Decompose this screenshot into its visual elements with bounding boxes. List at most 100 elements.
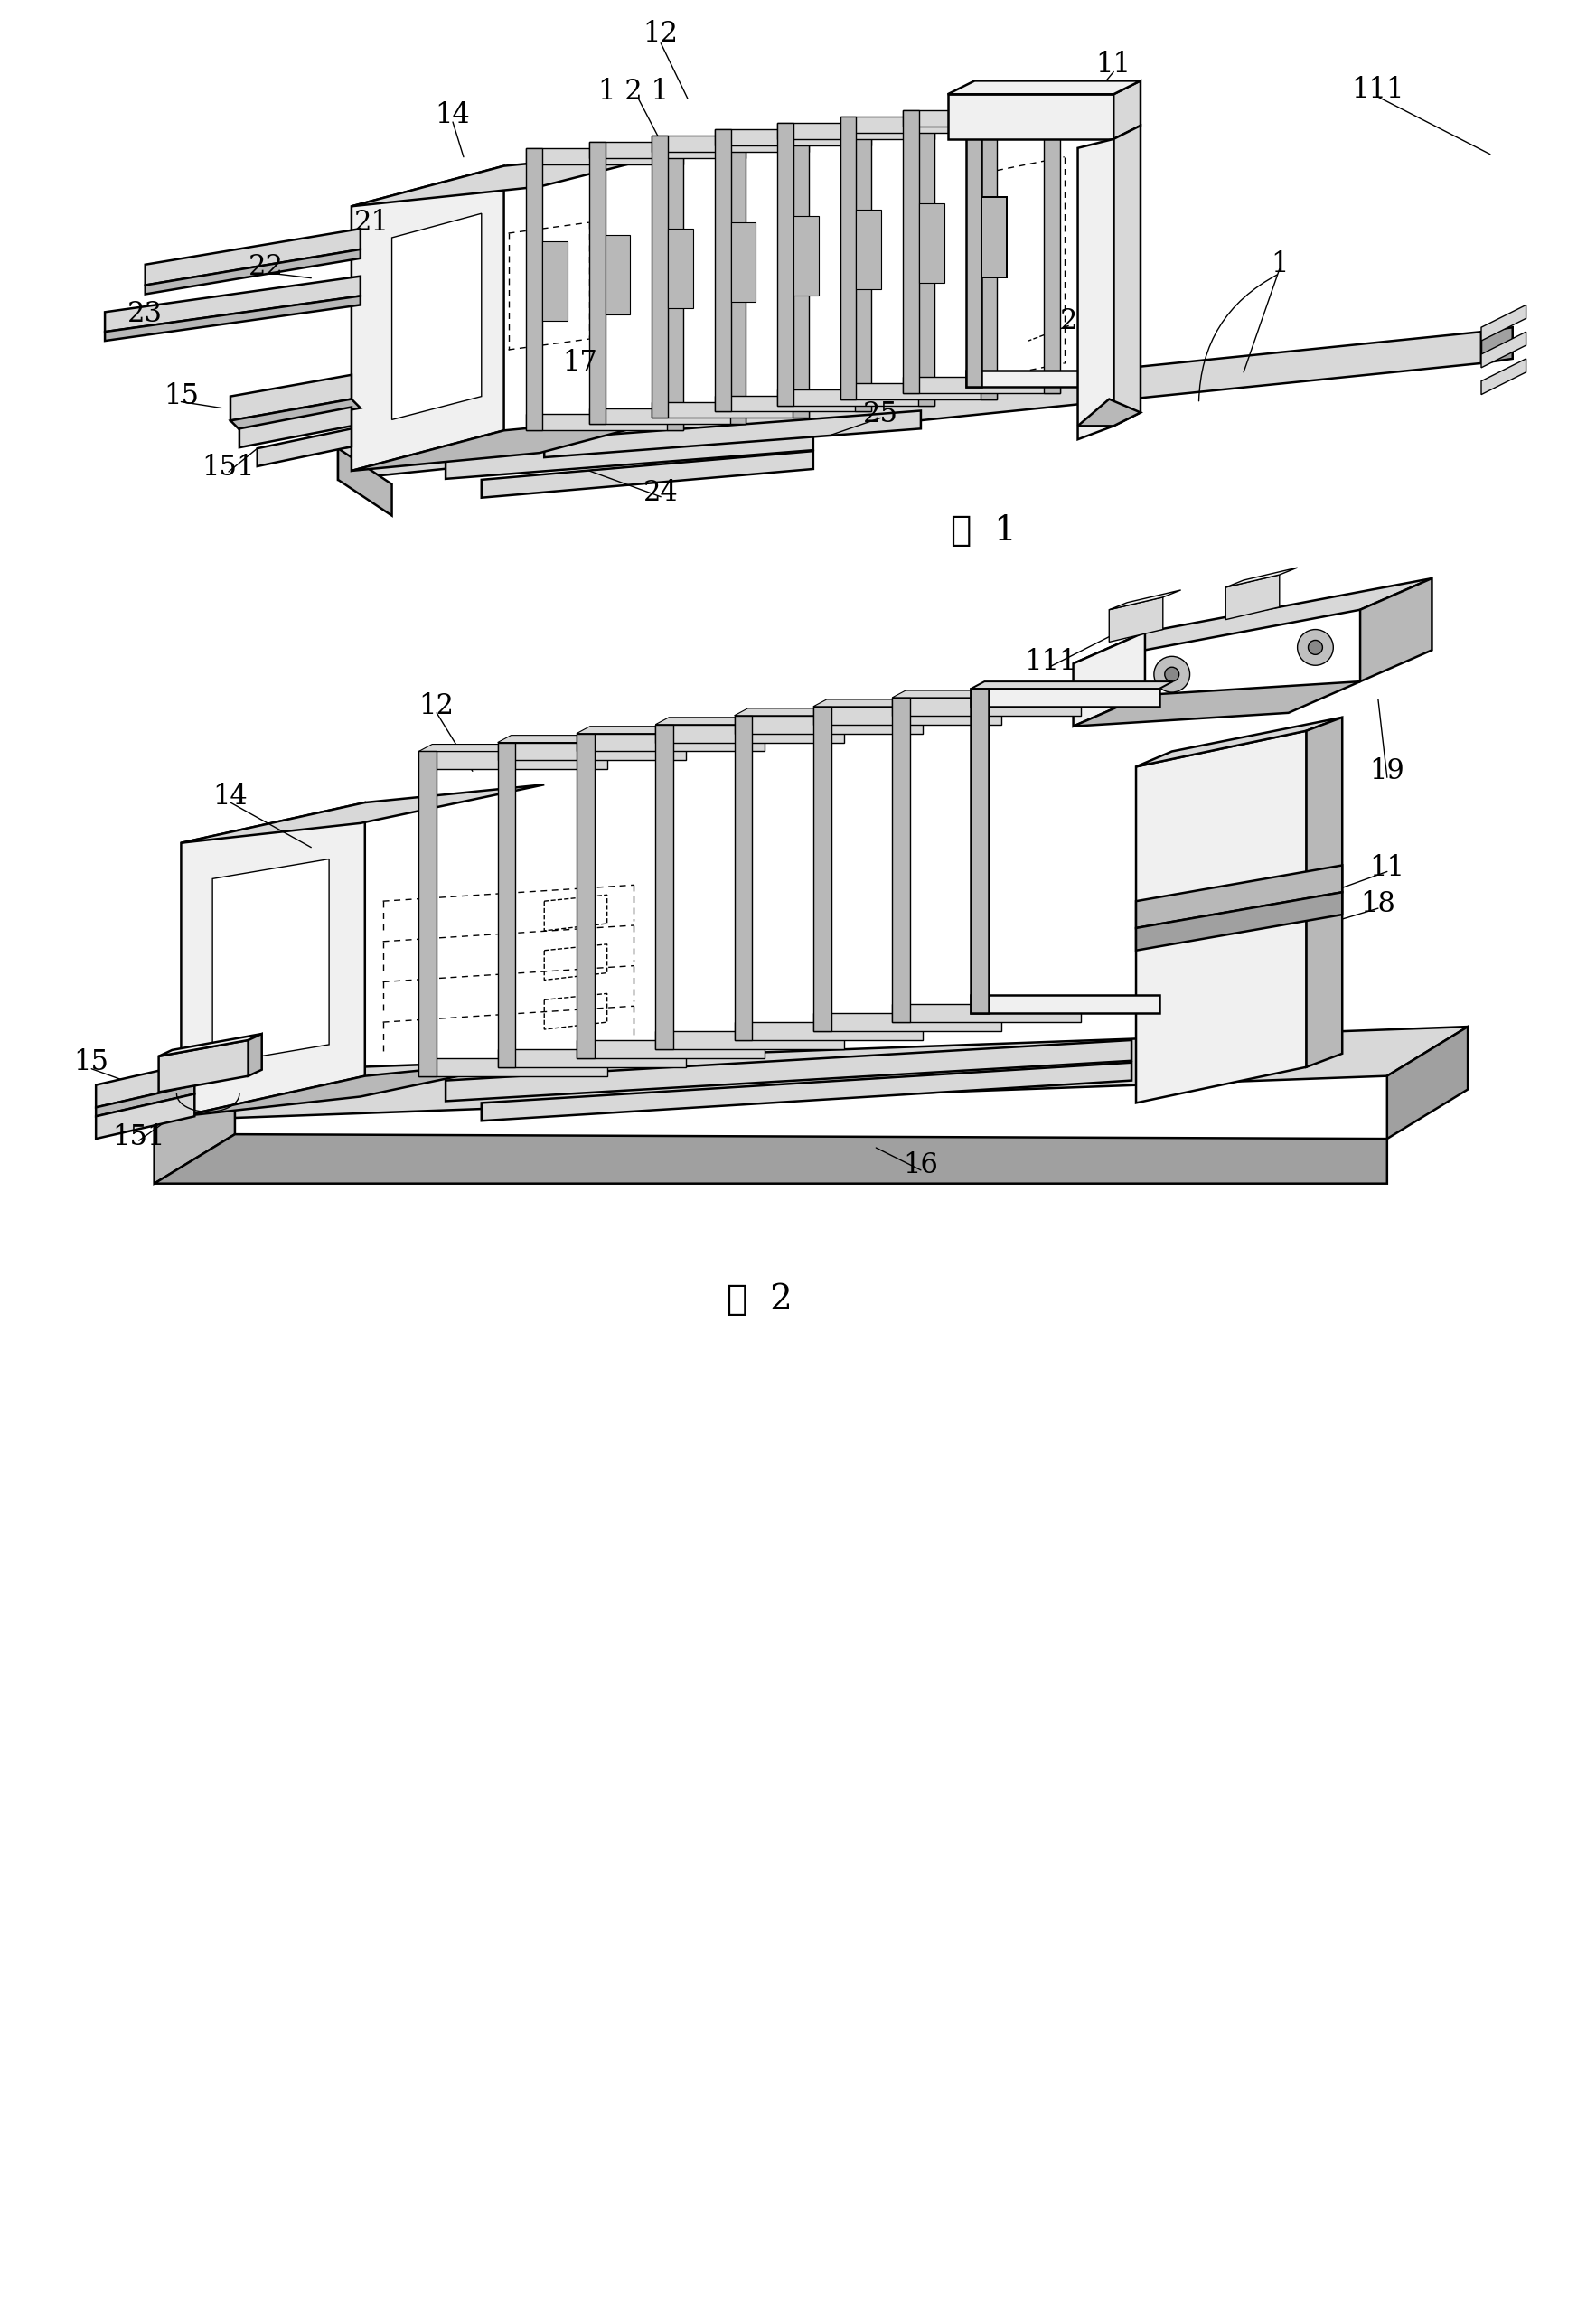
Polygon shape bbox=[734, 708, 937, 715]
Polygon shape bbox=[667, 147, 683, 430]
Polygon shape bbox=[418, 752, 437, 1076]
Polygon shape bbox=[966, 370, 1122, 386]
Polygon shape bbox=[966, 103, 1122, 120]
Polygon shape bbox=[715, 129, 731, 412]
Polygon shape bbox=[1136, 892, 1342, 949]
Polygon shape bbox=[892, 697, 1080, 715]
Polygon shape bbox=[970, 690, 1159, 706]
Polygon shape bbox=[1136, 717, 1342, 766]
Polygon shape bbox=[180, 802, 365, 1117]
Text: 12: 12 bbox=[643, 21, 678, 48]
Polygon shape bbox=[1073, 632, 1144, 726]
Polygon shape bbox=[1136, 864, 1342, 929]
Polygon shape bbox=[418, 1058, 606, 1076]
Polygon shape bbox=[155, 1071, 235, 1184]
Polygon shape bbox=[257, 428, 351, 467]
Polygon shape bbox=[1481, 306, 1526, 340]
Polygon shape bbox=[239, 407, 351, 448]
Polygon shape bbox=[576, 733, 594, 1058]
Polygon shape bbox=[576, 1039, 764, 1058]
Polygon shape bbox=[1481, 359, 1526, 395]
Circle shape bbox=[1298, 630, 1333, 664]
Polygon shape bbox=[155, 1133, 1387, 1184]
Polygon shape bbox=[482, 451, 814, 497]
Polygon shape bbox=[814, 1014, 1002, 1032]
Polygon shape bbox=[669, 230, 693, 308]
Polygon shape bbox=[656, 724, 674, 1048]
Polygon shape bbox=[734, 715, 922, 733]
Polygon shape bbox=[729, 143, 745, 423]
Polygon shape bbox=[96, 1062, 195, 1108]
Circle shape bbox=[1154, 658, 1191, 692]
Text: 111: 111 bbox=[1025, 648, 1077, 676]
Polygon shape bbox=[445, 1039, 1132, 1101]
Polygon shape bbox=[351, 147, 693, 207]
Polygon shape bbox=[230, 400, 361, 430]
Polygon shape bbox=[651, 136, 669, 418]
Polygon shape bbox=[180, 784, 544, 844]
Polygon shape bbox=[966, 103, 982, 386]
Polygon shape bbox=[970, 995, 1159, 1014]
Polygon shape bbox=[96, 1094, 195, 1138]
Polygon shape bbox=[814, 706, 1002, 724]
Polygon shape bbox=[948, 80, 1141, 94]
Polygon shape bbox=[715, 395, 871, 412]
Polygon shape bbox=[1114, 126, 1141, 425]
Polygon shape bbox=[1106, 103, 1122, 386]
Polygon shape bbox=[576, 733, 764, 752]
Polygon shape bbox=[605, 234, 630, 315]
Polygon shape bbox=[1481, 326, 1513, 363]
Polygon shape bbox=[1077, 138, 1114, 439]
Polygon shape bbox=[158, 1039, 249, 1092]
Polygon shape bbox=[145, 248, 361, 294]
Polygon shape bbox=[1226, 568, 1298, 586]
Polygon shape bbox=[892, 697, 910, 1023]
Text: 1: 1 bbox=[1270, 251, 1288, 278]
Text: 23: 23 bbox=[128, 299, 163, 329]
Polygon shape bbox=[855, 129, 871, 412]
Polygon shape bbox=[1077, 400, 1141, 425]
Polygon shape bbox=[731, 223, 757, 301]
Polygon shape bbox=[777, 122, 793, 405]
Polygon shape bbox=[903, 377, 1060, 393]
Polygon shape bbox=[589, 143, 745, 159]
Polygon shape bbox=[589, 143, 605, 423]
Text: 11: 11 bbox=[1096, 51, 1132, 78]
Polygon shape bbox=[1073, 579, 1432, 664]
Polygon shape bbox=[903, 110, 919, 393]
Polygon shape bbox=[814, 699, 1015, 706]
Polygon shape bbox=[338, 331, 1481, 480]
Circle shape bbox=[1309, 639, 1323, 655]
Polygon shape bbox=[919, 205, 945, 283]
Text: 18: 18 bbox=[1360, 890, 1395, 917]
Polygon shape bbox=[839, 117, 857, 400]
Polygon shape bbox=[1136, 731, 1307, 1104]
Polygon shape bbox=[527, 147, 683, 163]
Polygon shape bbox=[498, 736, 699, 743]
Polygon shape bbox=[1360, 579, 1432, 681]
Polygon shape bbox=[948, 94, 1114, 138]
Polygon shape bbox=[158, 1035, 262, 1055]
Polygon shape bbox=[982, 198, 1007, 276]
Text: 12: 12 bbox=[420, 692, 455, 720]
Polygon shape bbox=[393, 214, 482, 421]
Text: 17: 17 bbox=[562, 349, 597, 377]
Polygon shape bbox=[482, 1062, 1132, 1122]
Polygon shape bbox=[498, 743, 516, 1067]
Polygon shape bbox=[527, 414, 683, 430]
Text: 22: 22 bbox=[249, 253, 284, 280]
Polygon shape bbox=[839, 384, 997, 400]
Polygon shape bbox=[857, 209, 881, 290]
Text: 图  2: 图 2 bbox=[726, 1283, 792, 1317]
Circle shape bbox=[1165, 667, 1179, 681]
Text: 1 2 1: 1 2 1 bbox=[598, 78, 669, 106]
Text: 24: 24 bbox=[643, 478, 678, 508]
Polygon shape bbox=[212, 860, 329, 1064]
Polygon shape bbox=[777, 122, 934, 138]
Polygon shape bbox=[793, 216, 819, 297]
Polygon shape bbox=[1109, 598, 1163, 641]
Polygon shape bbox=[338, 448, 393, 515]
Polygon shape bbox=[1109, 591, 1181, 609]
Polygon shape bbox=[918, 122, 934, 405]
Polygon shape bbox=[180, 1058, 544, 1117]
